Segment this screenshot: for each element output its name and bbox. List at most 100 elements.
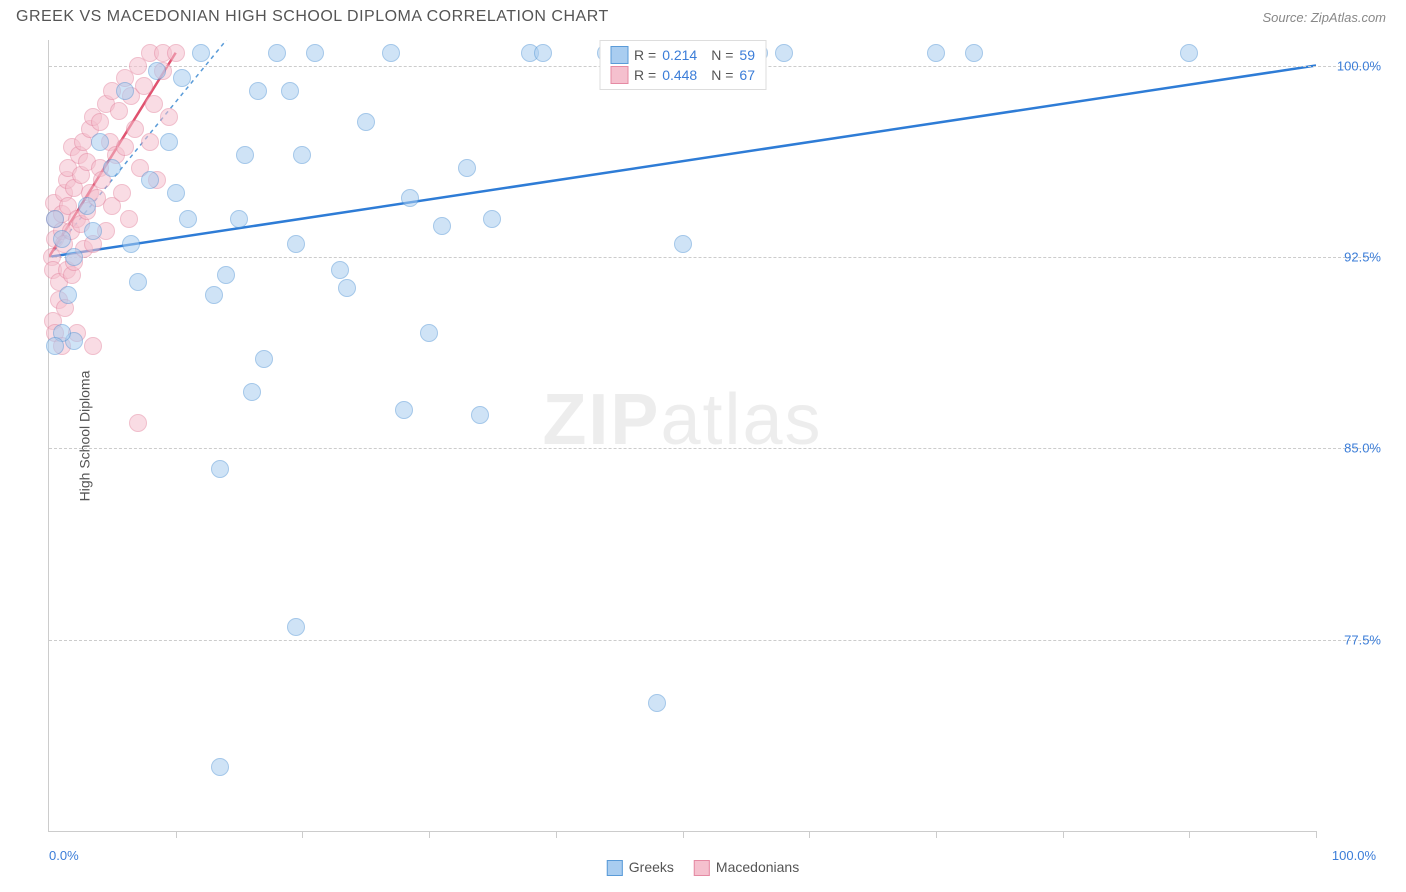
legend-r-value: 0.448: [662, 67, 697, 83]
greeks-point: [167, 184, 185, 202]
greeks-point: [192, 44, 210, 62]
greeks-point: [129, 273, 147, 291]
greeks-point: [433, 217, 451, 235]
legend-n-value: 67: [739, 67, 755, 83]
legend-n-label: N =: [711, 47, 733, 63]
greeks-point: [255, 350, 273, 368]
greeks-point: [331, 261, 349, 279]
greeks-point: [173, 69, 191, 87]
x-tick: [302, 831, 303, 838]
macedonians-point: [126, 120, 144, 138]
greeks-point: [293, 146, 311, 164]
greeks-point: [211, 758, 229, 776]
greeks-point: [775, 44, 793, 62]
y-axis-label: 100.0%: [1337, 58, 1381, 73]
y-gridline: [49, 640, 1376, 641]
macedonians-point: [135, 77, 153, 95]
y-gridline: [49, 257, 1376, 258]
x-tick: [429, 831, 430, 838]
greeks-point: [179, 210, 197, 228]
greeks-point: [287, 618, 305, 636]
legend-n-value: 59: [739, 47, 755, 63]
greeks-point: [236, 146, 254, 164]
greeks-point: [243, 383, 261, 401]
greeks-point: [205, 286, 223, 304]
legend-swatch: [610, 46, 628, 64]
greeks-point: [483, 210, 501, 228]
x-tick: [556, 831, 557, 838]
greeks-point: [230, 210, 248, 228]
legend-label: Macedonians: [716, 859, 799, 875]
series-legend: Greeks Macedonians: [607, 859, 799, 876]
greeks-point: [338, 279, 356, 297]
chart-title: GREEK VS MACEDONIAN HIGH SCHOOL DIPLOMA …: [16, 8, 609, 26]
greeks-point: [382, 44, 400, 62]
legend-row: R =0.448N =67: [610, 65, 755, 85]
greeks-point: [287, 235, 305, 253]
greeks-point: [249, 82, 267, 100]
x-tick: [176, 831, 177, 838]
x-tick: [1189, 831, 1190, 838]
greeks-point: [534, 44, 552, 62]
x-tick: [1063, 831, 1064, 838]
y-axis-label: 92.5%: [1344, 249, 1381, 264]
greeks-point: [65, 248, 83, 266]
legend-r-label: R =: [634, 47, 656, 63]
greeks-point: [116, 82, 134, 100]
greeks-point: [1180, 44, 1198, 62]
legend-swatch: [607, 860, 623, 876]
greeks-point: [46, 337, 64, 355]
greeks-point: [141, 171, 159, 189]
greeks-point: [927, 44, 945, 62]
greeks-point: [103, 159, 121, 177]
macedonians-point: [110, 102, 128, 120]
legend-swatch: [610, 66, 628, 84]
greeks-point: [306, 44, 324, 62]
greeks-point: [395, 401, 413, 419]
y-axis-label: 77.5%: [1344, 632, 1381, 647]
macedonians-point: [129, 414, 147, 432]
x-tick: [936, 831, 937, 838]
x-tick: [809, 831, 810, 838]
greeks-point: [46, 210, 64, 228]
legend-r-value: 0.214: [662, 47, 697, 63]
macedonians-point: [84, 337, 102, 355]
y-gridline: [49, 448, 1376, 449]
series-legend-item: Greeks: [607, 859, 674, 876]
macedonians-point: [116, 138, 134, 156]
macedonians-point: [160, 108, 178, 126]
chart-plot-area: High School Diploma ZIPatlas R =0.214N =…: [48, 40, 1316, 832]
greeks-point: [211, 460, 229, 478]
greeks-point: [471, 406, 489, 424]
macedonians-point: [145, 95, 163, 113]
x-tick: [1316, 831, 1317, 838]
greeks-point: [458, 159, 476, 177]
x-tick: [683, 831, 684, 838]
greeks-point: [160, 133, 178, 151]
greeks-point: [674, 235, 692, 253]
legend-label: Greeks: [629, 859, 674, 875]
y-axis-label: 85.0%: [1344, 441, 1381, 456]
chart-header: GREEK VS MACEDONIAN HIGH SCHOOL DIPLOMA …: [0, 0, 1406, 30]
greeks-point: [84, 222, 102, 240]
greeks-point: [78, 197, 96, 215]
correlation-legend: R = 0.214 N = 59R = 0.448 N = 67: [599, 40, 766, 90]
macedonians-point: [141, 133, 159, 151]
greeks-point: [53, 230, 71, 248]
legend-row: R = 0.214 N = 59: [610, 45, 755, 65]
greeks-point: [268, 44, 286, 62]
greeks-point: [648, 694, 666, 712]
macedonians-point: [167, 44, 185, 62]
greeks-point: [965, 44, 983, 62]
greeks-point: [122, 235, 140, 253]
series-legend-item: Macedonians: [694, 859, 799, 876]
chart-source: Source: ZipAtlas.com: [1262, 10, 1386, 25]
macedonians-point: [91, 113, 109, 131]
legend-n-label: N =: [711, 67, 733, 83]
legend-swatch: [694, 860, 710, 876]
x-axis-start-label: 0.0%: [49, 848, 79, 863]
greeks-point: [217, 266, 235, 284]
greeks-point: [420, 324, 438, 342]
greeks-point: [91, 133, 109, 151]
macedonians-point: [113, 184, 131, 202]
